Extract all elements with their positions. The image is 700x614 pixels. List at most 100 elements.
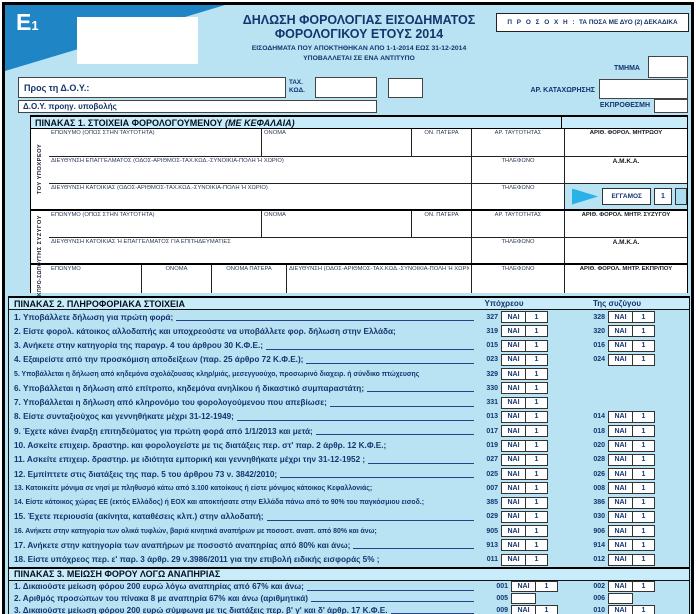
value-box-009[interactable]: 1 (535, 604, 558, 614)
value-box-331[interactable]: 1 (525, 396, 548, 409)
yes-box-012[interactable]: ΝΑΙ (608, 553, 633, 566)
tmima-field[interactable] (648, 56, 688, 78)
yes-box-020[interactable]: ΝΑΙ (608, 439, 633, 452)
value-box-319[interactable]: 1 (525, 325, 548, 338)
yes-box-018[interactable]: ΝΑΙ (608, 425, 633, 438)
yes-box-009[interactable]: ΝΑΙ (511, 604, 536, 614)
yes-box-386[interactable]: ΝΑΙ (608, 496, 633, 509)
yes-box-027[interactable]: ΝΑΙ (501, 453, 526, 466)
yes-box-328[interactable]: ΝΑΙ (608, 311, 633, 324)
field-phone-business-self[interactable]: ΤΗΛΕΦΩΝΟ (471, 157, 564, 183)
field-afm-spouse[interactable]: ΑΡΙΘ. ΦΟΡΟΛ. ΜΗΤΡ. ΣΥΖΥΓΟΥ (564, 211, 687, 237)
code-box[interactable] (388, 78, 423, 98)
value-box-905[interactable]: 1 (525, 525, 548, 538)
yes-box-329[interactable]: ΝΑΙ (501, 368, 526, 381)
yes-box-906[interactable]: ΝΑΙ (608, 525, 633, 538)
yes-box-011[interactable]: ΝΑΙ (501, 553, 526, 566)
field-fathername-spouse[interactable]: ΟΝ. ΠΑΤΕΡΑ (411, 211, 471, 237)
yes-box-327[interactable]: ΝΑΙ (501, 311, 526, 324)
value-box-385[interactable]: 1 (525, 496, 548, 509)
yes-box-001[interactable]: ΝΑΙ (511, 581, 536, 593)
field-surname-self[interactable]: ΕΠΩΝΥΜΟ (ΟΠΩΣ ΣΤΗΝ ΤΑΥΤΟΤΗΤΑ) (49, 129, 261, 156)
value-box-329[interactable]: 1 (525, 368, 548, 381)
field-home-address-self[interactable]: ΔΙΕΥΘΥΝΣΗ ΚΑΤΟΙΚΙΑΣ (ΟΔΟΣ-ΑΡΙΘΜΟΣ-ΤΑΧ.ΚΩ… (49, 184, 471, 209)
value-box-020[interactable]: 1 (632, 439, 655, 452)
previous-tax-office-field[interactable]: Δ.Ο.Υ. προηγ. υποβολής (18, 100, 377, 113)
value-box-028[interactable]: 1 (632, 453, 655, 466)
yes-box-016[interactable]: ΝΑΙ (608, 339, 633, 352)
value-box-015[interactable]: 1 (525, 339, 548, 352)
yes-box-015[interactable]: ΝΑΙ (501, 339, 526, 352)
value-box-011[interactable]: 1 (525, 553, 548, 566)
field-phone-rep[interactable]: ΤΗΛΕΦΩΝΟ (471, 265, 564, 293)
value-box-026[interactable]: 1 (632, 468, 655, 481)
field-business-address-self[interactable]: ΔΙΕΥΘΥΝΣΗ ΕΠΑΓΓΕΛΜΑΤΟΣ (ΟΔΟΣ-ΑΡΙΘΜΟΣ-ΤΑΧ… (49, 157, 471, 183)
yes-box-331[interactable]: ΝΑΙ (501, 396, 526, 409)
yes-box-024[interactable]: ΝΑΙ (608, 353, 633, 366)
value-box-029[interactable]: 1 (525, 510, 548, 523)
yes-box-030[interactable]: ΝΑΙ (608, 510, 633, 523)
field-surname-spouse[interactable]: ΕΠΩΝΥΜΟ (ΟΠΩΣ ΣΤΗΝ ΤΑΥΤΟΤΗΤΑ) (49, 211, 261, 237)
yes-box-029[interactable]: ΝΑΙ (501, 510, 526, 523)
value-box-328[interactable]: 1 (632, 311, 655, 324)
field-fathername-rep[interactable]: ΟΝΟΜΑ ΠΑΤΕΡΑ (211, 265, 286, 293)
married-box[interactable]: ΕΓΓΑΜΟΣ (602, 188, 652, 205)
field-id-number-spouse[interactable]: ΑΡ. ΤΑΥΤΟΤΗΤΑΣ (471, 211, 564, 237)
field-phone-spouse[interactable]: ΤΗΛΕΦΩΝΟ (471, 238, 564, 263)
value-box-024[interactable]: 1 (632, 353, 655, 366)
value-box-016[interactable]: 1 (632, 339, 655, 352)
value-box-906[interactable]: 1 (632, 525, 655, 538)
yes-box-913[interactable]: ΝΑΙ (501, 539, 526, 552)
value-box-320[interactable]: 1 (632, 325, 655, 338)
late-submission-field[interactable] (654, 99, 688, 113)
field-address-rep[interactable]: ΔΙΕΥΘΥΝΣΗ (ΟΔΟΣ-ΑΡΙΘΜΟΣ-ΤΑΧ.ΚΩΔ.-ΣΥΝΟΙΚΙ… (286, 265, 471, 293)
field-firstname-self[interactable]: ΟΝΟΜΑ (261, 129, 411, 156)
value-box-025[interactable]: 1 (525, 468, 548, 481)
yes-box-019[interactable]: ΝΑΙ (501, 439, 526, 452)
value-box-007[interactable]: 1 (525, 482, 548, 495)
yes-box-028[interactable]: ΝΑΙ (608, 453, 633, 466)
value-box-017[interactable]: 1 (525, 425, 548, 438)
field-amka-spouse[interactable]: Α.Μ.Κ.Α. (564, 238, 687, 263)
value-box-027[interactable]: 1 (525, 453, 548, 466)
married-check-box[interactable] (674, 188, 687, 205)
yes-box-319[interactable]: ΝΑΙ (501, 325, 526, 338)
field-firstname-rep[interactable]: ΟΝΟΜΑ (141, 265, 211, 293)
value-box-010[interactable]: 1 (632, 604, 655, 614)
value-box-019[interactable]: 1 (525, 439, 548, 452)
value-box-386[interactable]: 1 (632, 496, 655, 509)
yes-box-905[interactable]: ΝΑΙ (501, 525, 526, 538)
field-surname-rep[interactable]: ΕΠΩΝΥΜΟ (49, 265, 141, 293)
yes-box-320[interactable]: ΝΑΙ (608, 325, 633, 338)
field-firstname-spouse[interactable]: ΟΝΟΜΑ (261, 211, 411, 237)
yes-box-006[interactable] (608, 592, 633, 604)
yes-box-002[interactable]: ΝΑΙ (608, 581, 633, 593)
value-box-327[interactable]: 1 (525, 311, 548, 324)
field-fathername-self[interactable]: ΟΝ. ΠΑΤΕΡΑ (411, 129, 471, 156)
value-box-913[interactable]: 1 (525, 539, 548, 552)
registration-number-field[interactable] (599, 79, 688, 99)
value-box-001[interactable]: 1 (535, 581, 558, 593)
yes-box-007[interactable]: ΝΑΙ (501, 482, 526, 495)
field-phone-home-self[interactable]: ΤΗΛΕΦΩΝΟ (471, 184, 564, 209)
yes-box-385[interactable]: ΝΑΙ (501, 496, 526, 509)
value-box-008[interactable]: 1 (632, 482, 655, 495)
value-box-330[interactable]: 1 (525, 382, 548, 395)
value-box-030[interactable]: 1 (632, 510, 655, 523)
yes-box-330[interactable]: ΝΑΙ (501, 382, 526, 395)
value-box-014[interactable]: 1 (632, 410, 655, 423)
field-afm-rep[interactable]: ΑΡΙΘ. ΦΟΡΟΛ. ΜΗΤΡ. ΕΚΠΡ/ΠΟΥ (564, 265, 687, 293)
value-box-012[interactable]: 1 (632, 553, 655, 566)
value-box-018[interactable]: 1 (632, 425, 655, 438)
value-box-002[interactable]: 1 (632, 581, 655, 593)
value-box-013[interactable]: 1 (525, 410, 548, 423)
value-box-914[interactable]: 1 (632, 539, 655, 552)
value-box-023[interactable]: 1 (525, 353, 548, 366)
yes-box-005[interactable] (511, 592, 536, 604)
field-address-spouse[interactable]: ΔΙΕΥΘΥΝΣΗ ΚΑΤΟΙΚΙΑΣ Ή ΕΠΑΓΓΕΛΜΑΤΟΣ ΓΙΑ Ε… (49, 238, 471, 263)
tax-office-field[interactable]: Προς τη Δ.Ο.Υ.: (18, 77, 286, 98)
married-value-box[interactable]: 1 (654, 188, 672, 205)
yes-box-026[interactable]: ΝΑΙ (608, 468, 633, 481)
yes-box-025[interactable]: ΝΑΙ (501, 468, 526, 481)
yes-box-017[interactable]: ΝΑΙ (501, 425, 526, 438)
